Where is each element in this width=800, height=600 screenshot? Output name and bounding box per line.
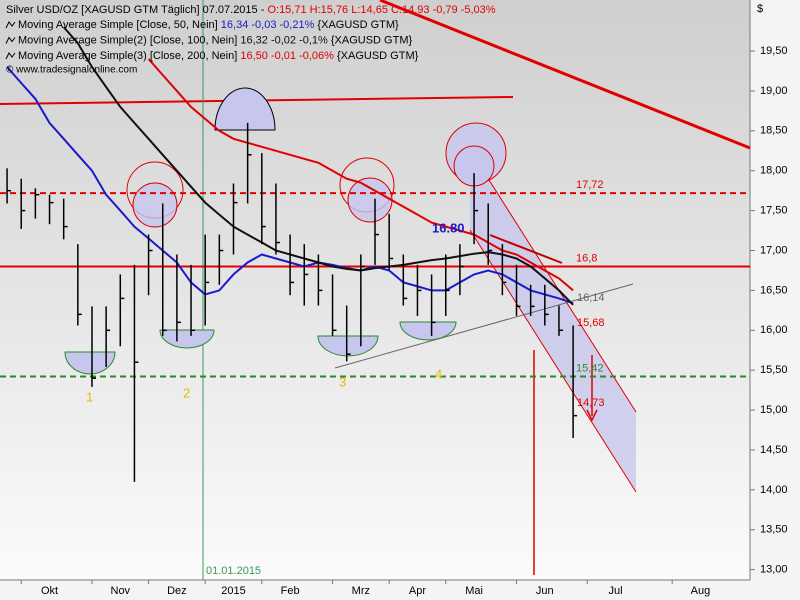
point-label: 4 <box>435 366 442 381</box>
quote: O:15,71 H:15,76 L:14,65 C:14,93 -0,79 -5… <box>267 4 495 16</box>
legend-icon <box>5 52 16 60</box>
y-tick-label: 17,50 <box>760 205 788 217</box>
legend-text: 16,32 -0,02 -0,1% <box>240 34 328 46</box>
plot-background <box>0 0 750 580</box>
target-label: 15,68 <box>577 317 605 329</box>
trend-line <box>489 234 563 264</box>
legend-entry: Moving Average Simple(2) [Close, 100, Ne… <box>18 34 412 46</box>
y-tick-label: 15,50 <box>760 364 788 376</box>
trend-channel <box>470 150 636 492</box>
x-tick-label: 2015 <box>221 585 245 597</box>
y-tick-label: 14,50 <box>760 444 788 456</box>
x-tick-label: Mai <box>465 585 483 597</box>
x-tick-label: Jul <box>609 585 623 597</box>
x-tick-label: Aug <box>691 585 711 597</box>
y-tick-label: 19,50 <box>760 45 788 57</box>
axis-background <box>750 0 800 600</box>
y-tick-label: 19,00 <box>760 85 788 97</box>
y-tick-label: 14,00 <box>760 484 788 496</box>
x-tick-label: Jun <box>536 585 554 597</box>
x-tick-label: Dez <box>167 585 187 597</box>
legend-entry: Moving Average Simple [Close, 50, Nein] … <box>18 19 399 31</box>
instrument: Silver USD/OZ [XAGUSD GTM Täglich] 07.07… <box>6 4 267 16</box>
legend-icon <box>5 36 16 44</box>
legend-text: Moving Average Simple(2) [Close, 100, Ne… <box>18 34 240 46</box>
arrow-head <box>586 409 598 422</box>
level-label: 17,72 <box>576 179 604 191</box>
x-tick-label: Nov <box>111 585 131 597</box>
x-tick-label: Apr <box>409 585 426 597</box>
data-layer: 13,00 13,50 14,00 14,50 15,00 15,50 16,00 16,50… <box>0 26 788 597</box>
top-circle <box>132 182 178 228</box>
target-label: 14,73 <box>577 397 605 409</box>
top-circle <box>347 177 393 223</box>
legend-text: Moving Average Simple(3) [Close, 200, Ne… <box>18 50 240 62</box>
y-tick-label: 16,50 <box>760 284 788 296</box>
header: Silver USD/OZ [XAGUSD GTM Täglich] 07.07… <box>6 4 496 16</box>
currency-label: $ <box>757 3 763 15</box>
ma-label: 16.80 <box>432 220 465 235</box>
bottom-arc <box>399 321 457 341</box>
bottom-arc <box>159 329 215 349</box>
trend-line <box>334 283 634 369</box>
point-label: 1 <box>86 389 93 404</box>
drawings <box>0 0 751 580</box>
point-label: 2 <box>183 385 190 400</box>
date-label: 01.01.2015 <box>206 565 261 577</box>
bottom-arc <box>317 335 379 357</box>
legend-text: {XAGUSD GTM} <box>314 19 399 31</box>
x-tick-label: Mrz <box>352 585 370 597</box>
y-tick-label: 13,50 <box>760 524 788 536</box>
axis-background <box>0 580 750 600</box>
legend-entry: Moving Average Simple(3) [Close, 200, Ne… <box>18 50 419 62</box>
top-arc <box>214 87 276 131</box>
copyright: © www.tradesignalonline.com <box>6 65 137 76</box>
y-tick-label: 13,00 <box>760 564 788 576</box>
legend-text: {XAGUSD GTM} <box>328 34 413 46</box>
trend-label: 16,14 <box>577 292 605 304</box>
level-label: 15,42 <box>576 362 604 374</box>
legend-icon <box>5 21 16 29</box>
legend-text: 16,50 -0,01 -0,06% <box>240 50 334 62</box>
y-tick-label: 18,00 <box>760 165 788 177</box>
y-tick-label: 15,00 <box>760 404 788 416</box>
legend-text: {XAGUSD GTM} <box>334 50 419 62</box>
y-tick-label: 18,50 <box>760 125 788 137</box>
annotations: 16.80 16,14 15,68 14,73 01.01.2015 1 2 3… <box>86 3 763 577</box>
point-label: 3 <box>339 374 346 389</box>
x-tick-label: Okt <box>41 585 58 597</box>
y-tick-label: 16,00 <box>760 324 788 336</box>
level-label: 16,8 <box>576 252 597 264</box>
channel-line <box>469 149 637 413</box>
trend-line <box>379 0 751 150</box>
x-tick-label: Feb <box>281 585 300 597</box>
legend-text: 16,34 -0,03 -0,21% <box>221 19 315 31</box>
legend: Silver USD/OZ [XAGUSD GTM Täglich] 07.07… <box>5 4 496 76</box>
y-tick-label: 17,00 <box>760 244 788 256</box>
legend-text: Moving Average Simple [Close, 50, Nein] <box>18 19 221 31</box>
